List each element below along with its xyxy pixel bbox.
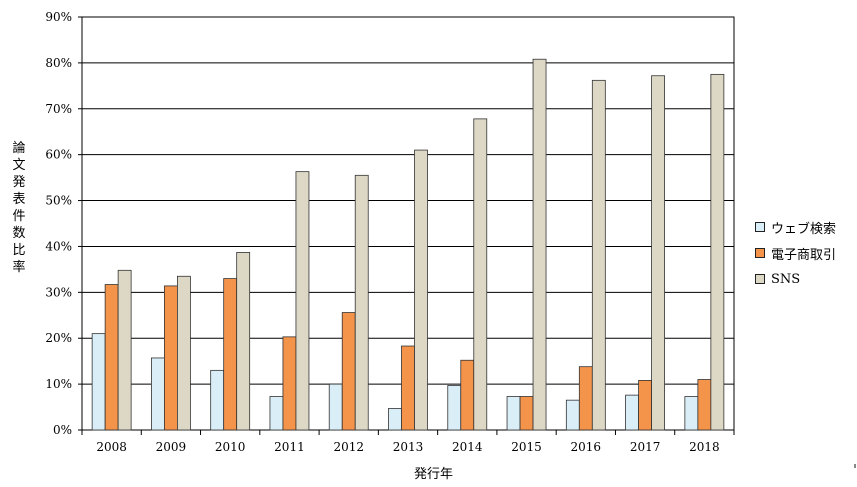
- y-tick-label: 80%: [45, 56, 72, 70]
- bar: [447, 385, 462, 431]
- legend-item: ウェブ検索: [755, 214, 836, 240]
- y-axis-label-char: 文: [12, 158, 26, 173]
- legend-label: ウェブ検索: [771, 221, 837, 237]
- y-tick-label: 30%: [45, 285, 72, 299]
- bar: [578, 366, 593, 431]
- y-axis-label-char: 発: [12, 175, 26, 190]
- x-tick-label: 2013: [393, 440, 424, 454]
- bar: [460, 359, 475, 431]
- bar: [295, 171, 310, 431]
- bar: [177, 275, 191, 431]
- bar: [591, 79, 606, 431]
- bar: [223, 278, 238, 431]
- bar: [341, 312, 356, 431]
- x-tick-label: 2008: [96, 440, 127, 454]
- y-tick-label: 60%: [45, 148, 72, 162]
- y-axis-label-char: 件: [12, 209, 26, 224]
- y-tick-label: 20%: [45, 331, 72, 345]
- bar: [388, 408, 402, 431]
- bar: [414, 149, 428, 431]
- y-axis-label-char: 論: [12, 141, 26, 156]
- bar: [354, 174, 369, 431]
- legend-swatch: [755, 248, 765, 258]
- bar: [401, 345, 415, 431]
- bar: [638, 380, 652, 431]
- bar: [710, 73, 725, 431]
- bar: [91, 333, 106, 431]
- x-tick-label: 2011: [274, 440, 305, 454]
- bar: [651, 75, 665, 431]
- legend-item: 電子商取引: [755, 240, 836, 266]
- decorative-mark: [854, 464, 856, 468]
- x-tick-label: 2018: [689, 440, 720, 454]
- x-tick-label: 2009: [156, 440, 187, 454]
- legend-label: 電子商取引: [771, 247, 837, 263]
- x-axis-label: 発行年: [413, 467, 453, 482]
- x-tick-label: 2017: [630, 440, 661, 454]
- x-tick-label: 2015: [511, 440, 542, 454]
- bar: [565, 399, 580, 431]
- bar: [151, 357, 165, 431]
- x-tick-label: 2010: [215, 440, 246, 454]
- legend: ウェブ検索電子商取引 SNS: [755, 214, 836, 292]
- bar: [532, 58, 547, 431]
- y-tick-label: 90%: [45, 10, 72, 24]
- bar: [328, 383, 343, 431]
- y-tick-label: 70%: [45, 102, 72, 116]
- legend-swatch: [755, 274, 765, 284]
- y-tick-label: 40%: [45, 239, 72, 253]
- x-tick-label: 2014: [452, 440, 483, 454]
- x-tick-label: 2012: [333, 440, 364, 454]
- bar: [625, 394, 639, 431]
- legend-item: SNS: [755, 266, 836, 292]
- bar: [684, 396, 699, 431]
- y-tick-label: 0%: [53, 423, 72, 437]
- bar: [269, 396, 284, 431]
- legend-swatch: [755, 222, 765, 232]
- bar: [473, 118, 488, 431]
- bar: [164, 285, 178, 431]
- legend-label: SNS: [771, 271, 801, 287]
- bar: [697, 379, 712, 431]
- y-axis-label-char: 表: [12, 192, 26, 207]
- y-axis-label-char: 比: [12, 243, 26, 258]
- y-axis-label-char: 数: [12, 226, 26, 241]
- bar: [117, 269, 132, 431]
- bar: [104, 284, 119, 431]
- y-tick-label: 10%: [45, 377, 72, 391]
- bar: [519, 396, 534, 431]
- y-axis-label-char: 率: [12, 260, 26, 275]
- bar: [506, 396, 521, 431]
- bar: [236, 252, 251, 431]
- y-axis-label: 論文発表件数比率: [8, 140, 30, 276]
- bar: [210, 369, 225, 431]
- bar: [282, 336, 297, 431]
- y-tick-label: 50%: [45, 194, 72, 208]
- x-tick-label: 2016: [571, 440, 602, 454]
